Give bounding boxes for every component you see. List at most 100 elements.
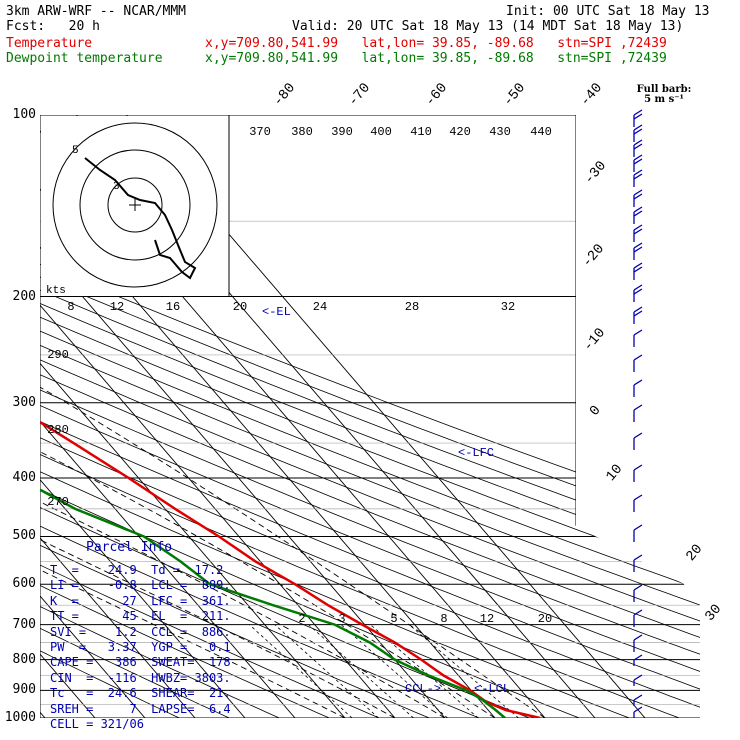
wind-barb-flag <box>633 158 643 165</box>
mixing-ratio-line <box>408 624 519 718</box>
wind-barb-flag <box>633 432 643 439</box>
moist-adiabat-line <box>40 296 546 718</box>
level-annotation: <-LFC <box>458 446 494 460</box>
barb-legend-line1: Full barb: <box>636 84 692 95</box>
wind-barb-flag <box>633 246 643 253</box>
isotherm-label: -80 <box>270 80 298 110</box>
theta-label-left: 290 <box>47 348 69 362</box>
hodograph-ring-label: 3 <box>113 181 120 193</box>
parcel-info-row: CIN = -116 HWBZ= 3803. <box>50 670 231 685</box>
wind-barb-flag <box>633 242 643 249</box>
wind-barb-flag <box>633 329 643 336</box>
theta-label: 380 <box>291 125 313 139</box>
parcel-info-row: CELL = 321/06 <box>50 717 144 732</box>
wind-barb-flag <box>633 143 643 150</box>
parcel-info-row: SVI = 1.2 CCL = 886. <box>50 624 231 639</box>
isotherm-line <box>40 115 296 718</box>
wind-barb-flag <box>633 189 643 196</box>
wind-barb-flag <box>633 128 643 135</box>
hodograph-speed-label: 24 <box>313 300 327 314</box>
wind-barb-flag <box>633 124 643 131</box>
barb-legend-line2: 5 m s⁻¹ <box>644 94 684 105</box>
theta-label: 370 <box>249 125 271 139</box>
parcel-info-row: Tc = 24.6 SHEAR= 21. <box>50 686 231 701</box>
isotherm-label: -20 <box>579 241 607 271</box>
pressure-tick-label: 500 <box>12 528 36 544</box>
wind-barb-flag <box>633 654 643 661</box>
hodograph-ring-label: 5 <box>72 145 79 157</box>
wind-barb-flag <box>633 634 643 641</box>
theta-label: 400 <box>370 125 392 139</box>
wind-barb-flag <box>633 193 643 200</box>
parcel-info-row: PW = 3.37 YGP = 0.1 <box>50 640 231 655</box>
hodograph-units-label: kts <box>46 285 66 297</box>
isotherm-line <box>40 115 346 718</box>
hodograph-speed-label: 12 <box>110 300 124 314</box>
pressure-tick-label: 200 <box>12 288 36 304</box>
wind-barb-flag <box>633 464 643 471</box>
theta-label: 410 <box>410 125 432 139</box>
parcel-info-row: LI = -0.8 LCL = 889. <box>50 578 231 593</box>
parcel-info-row: T = 24.9 Td = 17.2 <box>50 563 224 577</box>
hodograph-ring <box>52 122 218 288</box>
isotherm-label: -30 <box>581 158 609 188</box>
dewpoint-label: Dewpoint temperature <box>6 51 163 66</box>
isotherm-label: -40 <box>577 80 605 110</box>
forecast-hour: Fcst: 20 h <box>6 19 100 34</box>
parcel-info-row: TT = 45 EL = 211. <box>50 609 231 624</box>
mixing-ratio-line <box>340 624 448 718</box>
isotherm-label: 30 <box>702 601 725 624</box>
theta-label: 440 <box>530 125 552 139</box>
theta-label: 420 <box>449 125 471 139</box>
moist-adiabat-line <box>40 296 346 718</box>
dewpoint-location: x,y=709.80,541.99 lat,lon= 39.85, -89.68… <box>205 51 667 66</box>
wind-barb-flag <box>633 554 643 561</box>
hodograph-ring <box>79 149 191 261</box>
wind-barb-flag <box>633 154 643 161</box>
wind-barb-flag <box>633 173 643 180</box>
isotherm-line <box>40 115 146 718</box>
wind-barb-flag <box>633 284 643 291</box>
isotherm-label: -60 <box>422 80 450 110</box>
mixing-ratio-label: 20 <box>538 612 552 626</box>
pressure-tick-label: 100 <box>12 107 36 122</box>
wind-barb-flag <box>633 228 643 235</box>
wind-barb-flag <box>633 694 643 701</box>
wind-barb-flag <box>633 706 643 713</box>
isotherm-label: -10 <box>580 325 608 355</box>
level-annotation: CCL-> <box>405 682 441 696</box>
isotherm-label: -70 <box>345 80 373 110</box>
pressure-tick-label: 700 <box>12 616 36 632</box>
hodograph-speed-label: 20 <box>233 300 247 314</box>
wind-barb-flag <box>633 584 643 591</box>
wind-barb-flag <box>633 494 643 501</box>
parcel-info-title: Parcel Info <box>86 540 173 555</box>
theta-label-left: 270 <box>47 495 69 509</box>
theta-label: 390 <box>331 125 353 139</box>
hodograph-speed-label: 32 <box>501 300 515 314</box>
isotherm-line <box>40 115 246 718</box>
pressure-tick-label: 1000 <box>4 710 36 725</box>
temperature-label: Temperature <box>6 36 93 51</box>
wind-barb-flag <box>633 306 643 313</box>
hodograph-speed-label: 16 <box>166 300 180 314</box>
wind-barb-flag <box>633 524 643 531</box>
temperature-location: x,y=709.80,541.99 lat,lon= 39.85, -89.68… <box>205 36 667 51</box>
model-title: 3km ARW-WRF -- NCAR/MMM <box>6 4 187 19</box>
isotherm-label: 20 <box>683 541 706 564</box>
theta-label-left: 280 <box>47 423 69 437</box>
parcel-info-table: T = 24.9 Td = 17.2 LI = -0.8 LCL = 889. K … <box>50 563 231 732</box>
wind-barb-flag <box>633 206 643 213</box>
wind-barb-flag <box>633 379 643 386</box>
wind-barb-flag <box>633 310 643 317</box>
mixing-ratio-label: 12 <box>480 612 494 626</box>
wind-barb-flag <box>633 266 643 273</box>
wind-barb-flag <box>633 169 643 176</box>
hodograph-speed-label: 8 <box>67 300 74 314</box>
pressure-tick-label: 900 <box>12 682 36 698</box>
mixing-ratio-label: 5 <box>390 612 397 626</box>
mixing-ratio-label: 3 <box>338 612 345 626</box>
wind-barb-flag <box>633 354 643 361</box>
pressure-tick-label: 600 <box>12 576 36 592</box>
